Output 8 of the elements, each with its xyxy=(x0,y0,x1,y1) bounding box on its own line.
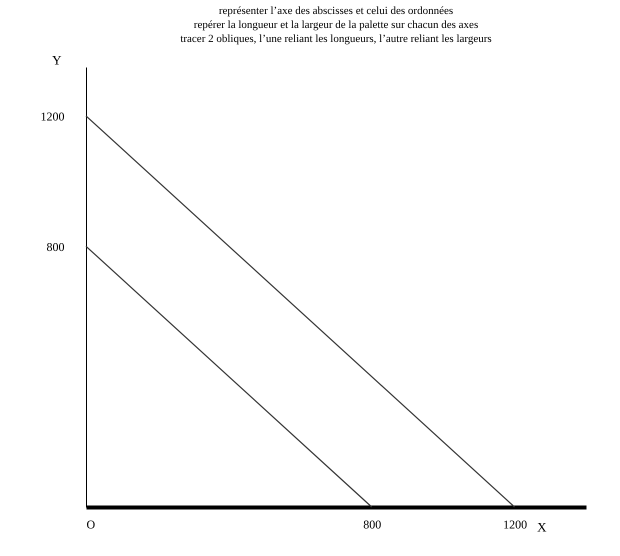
text: représenter l’axe des abscisses et celui des ordonnées xyxy=(218,5,454,17)
x-tick-label: O xyxy=(86,518,96,532)
text: tracer 2 obliques, l’une reliant les longueurs, l’autre reliant les largeurs xyxy=(180,33,492,45)
x-axis-title: X xyxy=(537,520,548,534)
y-axis-title: Y xyxy=(52,52,62,68)
x-tick-label: 800 xyxy=(363,518,382,532)
text: repérer la longueur et la largeur de la palette sur chacun des axes xyxy=(194,19,478,31)
x-tick-label: 1200 xyxy=(503,518,528,532)
